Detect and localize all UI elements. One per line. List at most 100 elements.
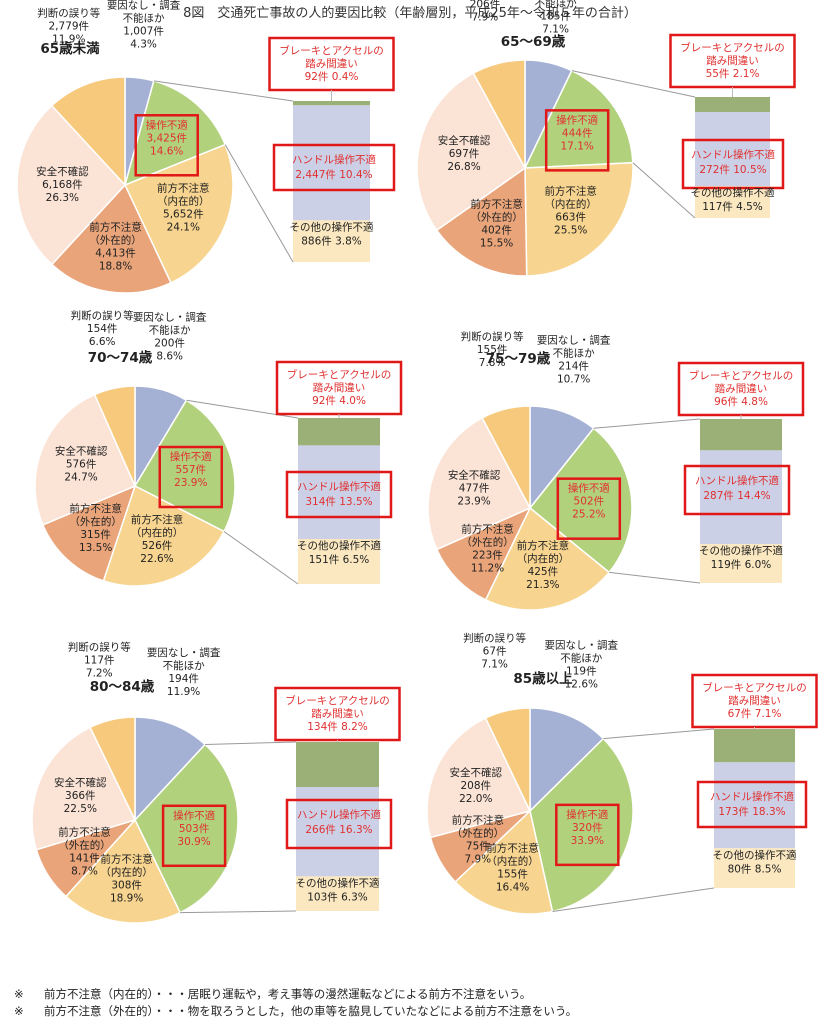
connector-line-bottom (632, 162, 696, 219)
operation-highlight-box (134, 114, 199, 177)
slice-label-outer: 前方不注意（外在的） 141件 8.7% (58, 825, 111, 877)
slice-label-judgment: 判断の誤り等206件7.9% (453, 0, 516, 23)
chart-title: 80～84歳 (90, 678, 155, 695)
bar-segment-other (293, 220, 370, 262)
bar-label-handle: ハンドル操作不適 173件 18.3% (710, 790, 794, 818)
bar-label-handle: ハンドル操作不適 2,447件 10.4% (292, 153, 376, 181)
pie-slice-outer (50, 183, 172, 294)
slice-label-inner: 前方不注意（内在的） 663件 25.5% (544, 184, 597, 236)
pie-slice-safety (31, 726, 137, 851)
slice-label-none: 要因なし・調査不能ほか 200件 8.6% (133, 311, 207, 363)
figure-title: 8図 交通死亡事故の人的要因比較（年齢層別，平成25年～令和５年の合計） (183, 5, 637, 21)
slice-label-judgment: 判断の誤り等 154件 6.6% (71, 309, 134, 348)
pie-slice-none (529, 405, 595, 511)
pie-slice-judgment (89, 716, 136, 821)
slice-label-safety: 安全不確認 477件 23.9% (448, 469, 501, 508)
bar-segment-other (296, 876, 379, 911)
pie-slice-judgment (93, 385, 136, 487)
bar-segment-other (714, 848, 795, 888)
connector-line-top (593, 418, 701, 429)
slice-label-none: 要因なし・調査不能ほか185件7.1% (519, 0, 593, 35)
pie-slice-outer (41, 484, 137, 582)
slice-label-safety: 安全不確認 366件 22.5% (54, 776, 107, 815)
pie-slice-operation (134, 743, 239, 914)
slice-label-outer: 前方不注意（外在的） 315件 13.5% (69, 502, 122, 554)
slice-label-judgment: 判断の誤り等 2,779件 11.9% (37, 6, 100, 45)
connector-line-top (153, 80, 294, 102)
bar-label-handle: ハンドル操作不適 272件 10.5% (691, 148, 775, 176)
pie-slice-inner (102, 484, 226, 587)
chart-title: 75～79歳 (486, 350, 551, 367)
slice-label-none: 要因なし・調査不能ほか 119件 12.6% (545, 638, 619, 690)
slice-label-safety: 安全不確認 697件 26.8% (438, 134, 491, 173)
bar-label-other: その他の操作不適 103件 6.3% (296, 876, 380, 903)
pie-slice-safety (426, 717, 532, 839)
pie-slice-safety (416, 72, 526, 232)
bar-segment-other (695, 186, 770, 218)
pie-slice-none (529, 707, 605, 813)
brake-highlight-box (268, 36, 395, 92)
bar-segment-brake (298, 418, 380, 446)
handle-highlight-box (285, 798, 393, 850)
bar-label-other: その他の操作不適 886件 3.8% (290, 220, 374, 247)
slice-label-none: 要因なし・調査不能ほか 1,007件 4.3% (107, 0, 181, 50)
operation-highlight-box (555, 803, 620, 867)
bar-label-handle: ハンドル操作不適 266件 16.3% (297, 808, 381, 836)
bar-segment-handle (695, 111, 770, 187)
footnotes: ※ 前方不注意（内在的）・・・居眠り運転や，考え事等の漫然運転などによる前方不注… (14, 987, 577, 1018)
chart-title: 85歳以上 (513, 670, 573, 687)
connector-line-top (571, 70, 696, 98)
bar-label-handle: ハンドル操作不適 314件 13.5% (297, 480, 381, 508)
bar-segment-brake (695, 97, 770, 112)
handle-highlight-box (696, 780, 808, 829)
brake-highlight-box (691, 673, 818, 729)
bar-segment-brake (293, 101, 370, 106)
slice-label-safety: 安全不確認 6,168件 26.3% (36, 165, 89, 204)
footnote-2-text: 前方不注意（外在的）・・・物を取ろうとした，他の車等を脇見していたなどによる前方… (44, 1004, 577, 1018)
slice-label-operation: 操作不適 503件 30.9% (173, 809, 215, 848)
pie-slice-judgment (481, 405, 531, 509)
pie-slice-operation (529, 737, 634, 913)
handle-highlight-box (683, 464, 791, 516)
pie-slice-outer (435, 166, 528, 277)
pie-slice-outer (435, 506, 532, 601)
bar-segment-handle (714, 762, 795, 849)
handle-highlight-box (285, 470, 393, 519)
bar-label-brake: ブレーキとアクセルの踏み間違い 92件 0.4% (279, 44, 383, 83)
slice-label-operation: 操作不適 557件 23.9% (170, 450, 212, 489)
slice-label-operation: 操作不適 3,425件 14.6% (146, 118, 188, 157)
handle-highlight-box (272, 143, 396, 192)
pie-slice-judgment (484, 707, 531, 812)
chart-title: 65～69歳 (501, 33, 566, 50)
connector-line-bottom (224, 144, 294, 263)
bar-label-brake: ブレーキとアクセルの踏み間違い 134件 8.2% (285, 694, 389, 733)
pie-slice-inner (454, 809, 554, 915)
bar-segment-other (700, 544, 782, 583)
pie-slice-inner (64, 818, 182, 924)
operation-highlight-box (161, 804, 227, 868)
pie-slice-safety (427, 416, 532, 551)
slice-label-safety: 安全不確認 208件 22.0% (450, 766, 503, 805)
connector-line-top (603, 728, 715, 740)
bar-segment-handle (298, 445, 380, 539)
pie-slice-judgment (50, 76, 126, 187)
bar-label-other: その他の操作不適 119件 6.0% (699, 544, 783, 571)
bar-segment-brake (296, 742, 379, 788)
bar-segment-handle (293, 105, 370, 221)
bar-label-brake: ブレーキとアクセルの踏み間違い 55件 2.1% (680, 41, 784, 80)
slice-label-operation: 操作不適 502件 25.2% (568, 482, 610, 521)
bar-label-brake: ブレーキとアクセルの踏み間違い 67件 7.1% (702, 681, 806, 720)
chart-title: 70～74歳 (88, 349, 153, 366)
slice-label-operation: 操作不適 444件 17.1% (556, 113, 598, 152)
operation-highlight-box (158, 445, 224, 509)
brake-highlight-box (669, 33, 796, 89)
connector-line-bottom (552, 887, 715, 913)
slice-label-outer: 前方不注意（外在的） 223件 11.2% (461, 523, 514, 575)
footnote-1-mark: ※ (14, 987, 24, 1001)
